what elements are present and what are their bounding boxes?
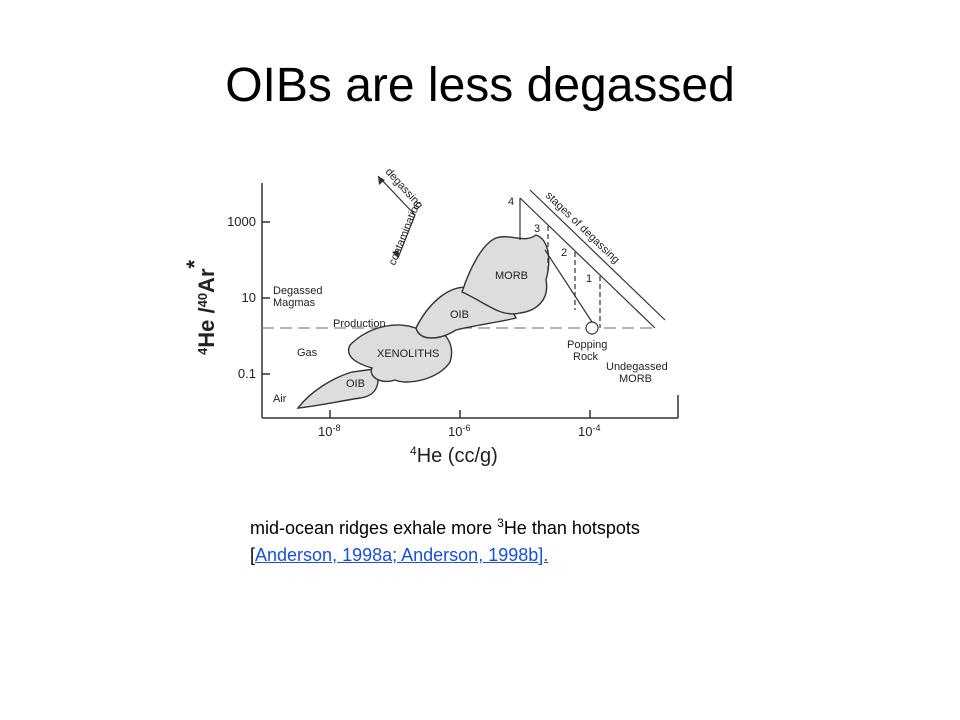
y-tick-label: 0.1 (238, 366, 256, 381)
citation-link[interactable]: Anderson, 1998a; Anderson, 1998b]. (255, 545, 549, 565)
y-tick-label: 10 (242, 290, 256, 305)
oib-low-region (296, 368, 379, 409)
caption-text: He than hotspots [ (250, 518, 640, 565)
region-label: OIB (346, 378, 365, 390)
note: Gas (297, 347, 318, 359)
note: Undegassed (606, 361, 668, 373)
note: contamination (387, 199, 424, 267)
note: MORB (619, 373, 652, 385)
caption-text: mid-ocean ridges exhale more (250, 518, 498, 538)
caption-sup: 3 (497, 516, 504, 530)
x-tick-label: 10-4 (578, 423, 600, 439)
slide-title: OIBs are less degassed (225, 59, 735, 112)
stage-number: 2 (561, 247, 567, 259)
x-axis-label: 4He (cc/g) (410, 444, 498, 467)
y-axis-label: 4He /40Ar* (182, 259, 220, 355)
note: Rock (573, 351, 599, 363)
stage-line (544, 249, 593, 323)
degassing-arrow (377, 175, 416, 216)
note: Magmas (273, 297, 316, 309)
caption: mid-ocean ridges exhale more 3He than ho… (250, 510, 720, 569)
xenoliths-region (347, 324, 453, 383)
stages-bracket (529, 189, 666, 321)
stage-line (519, 197, 656, 329)
region-label: XENOLITHS (377, 348, 439, 360)
note: Production (333, 318, 386, 330)
note: stages of degassing (543, 190, 622, 267)
region-label: OIB (450, 309, 469, 321)
x-tick-label: 10-6 (448, 423, 470, 439)
popping-rock-point (585, 321, 599, 335)
contamination-arrow (397, 214, 416, 259)
note: Degassed (273, 285, 323, 297)
x-tick-label: 10-8 (318, 423, 340, 439)
stage-number: 3 (534, 223, 540, 235)
note: Air (273, 393, 287, 405)
note: Popping (567, 339, 607, 351)
y-tick-label: 1000 (227, 214, 256, 229)
stage-number: 4 (508, 196, 514, 208)
region-label: MORB (495, 270, 528, 282)
stage-number: 1 (586, 273, 592, 285)
